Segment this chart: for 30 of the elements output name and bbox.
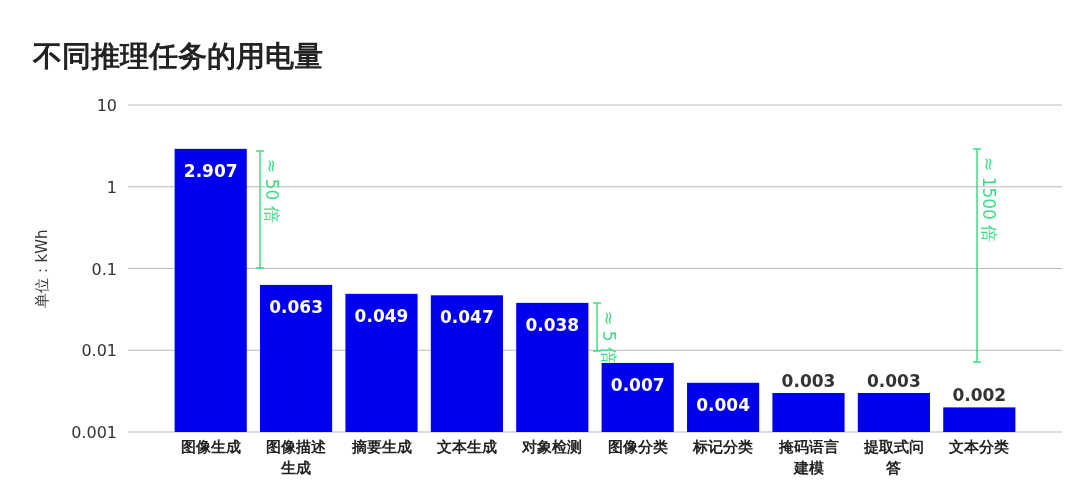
x-tick-label: 标记分类 xyxy=(692,438,754,456)
data-label: 0.004 xyxy=(696,394,751,415)
y-tick-label: 0.01 xyxy=(81,341,117,361)
x-tick-label: 提取式问答 xyxy=(862,438,924,477)
chart-title: 不同推理任务的用电量 xyxy=(32,39,323,73)
x-tick-label: 摘要生成 xyxy=(350,438,412,456)
data-label: 0.063 xyxy=(269,296,323,317)
data-label: 0.038 xyxy=(525,314,580,335)
y-axis-title: 单位：kWh xyxy=(33,229,51,308)
annotation: ≈ 1500 倍 xyxy=(979,157,999,243)
y-tick-label: 0.1 xyxy=(91,259,117,279)
x-tick-label: 掩码语言建模 xyxy=(777,438,839,477)
annotation: ≈ 5 倍 xyxy=(599,311,619,364)
y-tick-label: 0.001 xyxy=(71,423,117,442)
data-label: 0.047 xyxy=(440,307,494,328)
data-label: 0.049 xyxy=(354,305,409,326)
y-tick-label: 1 xyxy=(106,177,117,197)
x-tick-label: 文本分类 xyxy=(948,438,1010,456)
data-label: 0.003 xyxy=(867,371,921,391)
y-tick-label: 10 xyxy=(96,96,117,115)
x-tick-label: 图像描述生成 xyxy=(266,438,328,477)
x-tick-label: 对象检测 xyxy=(521,438,583,456)
data-label: 2.907 xyxy=(183,160,238,181)
x-tick-label: 文本生成 xyxy=(435,438,497,456)
x-tick-label: 图像分类 xyxy=(607,438,668,456)
data-label: 0.003 xyxy=(781,371,836,391)
x-tick-label: 图像生成 xyxy=(180,438,241,456)
annotation: ≈ 50 倍 xyxy=(262,159,282,223)
data-label: 0.007 xyxy=(610,374,665,395)
data-label: 0.002 xyxy=(952,385,1007,406)
